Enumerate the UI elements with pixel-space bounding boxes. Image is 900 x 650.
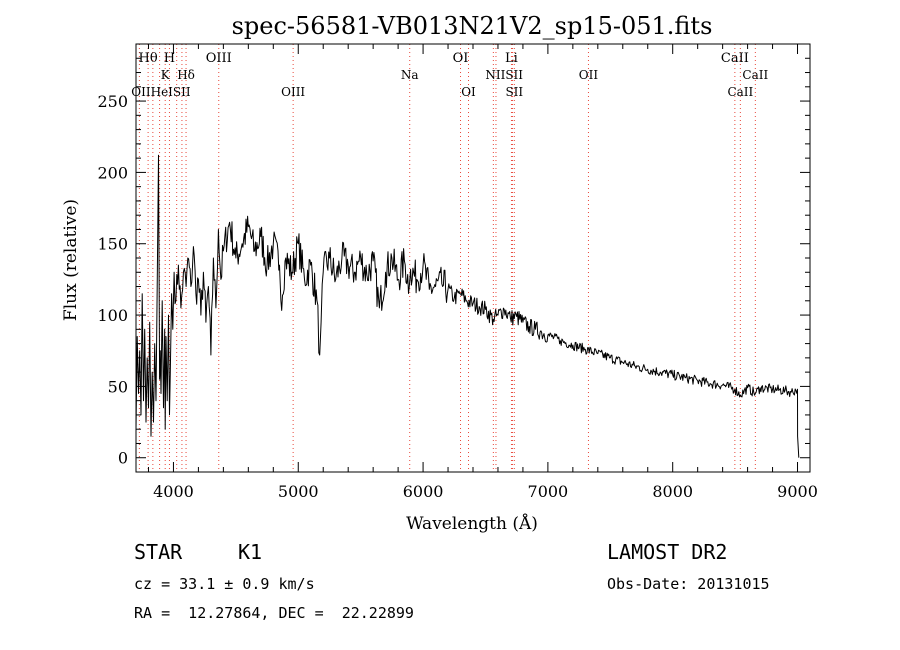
spectrum-line [135, 154, 800, 458]
plot-frame [135, 43, 811, 473]
spectral-line-label: Na [401, 68, 419, 82]
chart-title: spec-56581-VB013N21V2_sp15-051.fits [232, 12, 713, 40]
x-tick-label: 5000 [278, 482, 319, 501]
spectral-line-label: OII [579, 68, 599, 82]
x-tick-label: 7000 [528, 482, 569, 501]
spectral-line-label: OI [461, 85, 476, 99]
spectral-line-label: SII [505, 85, 523, 99]
survey-name: LAMOST DR2 [607, 540, 728, 564]
y-tick-label: 200 [97, 163, 128, 182]
y-tick-label: 250 [97, 92, 128, 111]
spectral-line-label: CaII [727, 85, 753, 99]
spectral-line-label: OIIHeISII [131, 85, 191, 99]
spectral-line-label: CaII [742, 68, 768, 82]
y-axis-label: Flux (relative) [61, 199, 81, 321]
spectral-line-label: Li [505, 51, 518, 66]
spectral-line-label: Hθ [139, 51, 158, 66]
spectral-line-label: K [161, 68, 171, 82]
x-axis-label: Wavelength (Å) [406, 513, 538, 534]
x-tick-label: 8000 [652, 482, 693, 501]
redshift-velocity: cz = 33.1 ± 0.9 km/s [134, 575, 315, 593]
spectral-line-label: CaII [721, 51, 749, 66]
x-tick-label: 4000 [153, 482, 194, 501]
y-tick-label: 150 [97, 235, 128, 254]
sky-coordinates: RA = 12.27864, DEC = 22.22899 [134, 604, 414, 622]
observation-date: Obs-Date: 20131015 [607, 575, 770, 593]
y-tick-label: 50 [108, 377, 128, 396]
spectral-line-label: OIII [206, 51, 232, 66]
spectral-line-label: Hδ [177, 68, 195, 82]
y-tick-label: 100 [97, 306, 128, 325]
object-subclass: K1 [238, 540, 263, 564]
spectral-line-label: OI [453, 51, 469, 66]
spectral-line-label: H [164, 51, 175, 66]
y-tick-label: 0 [118, 449, 128, 468]
object-class: STAR [134, 540, 183, 564]
spectral-line-label: OIII [281, 85, 305, 99]
spectral-line-label: NIISII [485, 68, 523, 82]
x-tick-label: 6000 [403, 482, 444, 501]
x-tick-label: 9000 [777, 482, 818, 501]
